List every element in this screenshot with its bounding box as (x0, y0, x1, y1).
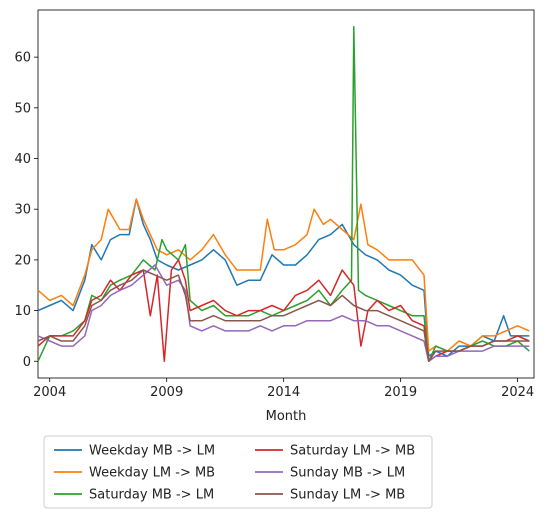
legend-label: Saturday MB -> LM (89, 488, 214, 503)
x-tick-label: 2009 (150, 385, 183, 400)
legend-entry: Sunday LM -> MB (255, 488, 405, 503)
y-tick-label: 0 (23, 355, 31, 370)
y-axis: 0 10 20 30 40 50 60 (14, 51, 38, 370)
legend-entry: Saturday MB -> LM (54, 488, 214, 503)
x-tick-label: 2024 (501, 385, 534, 400)
x-tick-label: 2004 (33, 385, 66, 400)
y-tick-label: 20 (14, 253, 31, 268)
legend-label: Saturday LM -> MB (290, 444, 415, 459)
series-layer (37, 25, 530, 363)
y-tick-label: 50 (14, 101, 31, 116)
legend-label: Weekday LM -> MB (89, 466, 215, 481)
plot-area (37, 9, 535, 379)
legend-entry: Sunday MB -> LM (255, 466, 405, 481)
x-tick-label: 2014 (267, 385, 300, 400)
series-line-2 (37, 198, 530, 352)
legend-entry: Weekday LM -> MB (54, 466, 215, 481)
legend-entry: Weekday MB -> LM (54, 444, 215, 459)
y-tick-label: 40 (14, 152, 31, 167)
x-tick-label: 2019 (384, 385, 417, 400)
x-axis: 2004 2009 2014 2019 2024 (33, 378, 534, 400)
x-axis-label: Month (266, 409, 307, 424)
series-line-4 (37, 259, 530, 363)
legend: Weekday MB -> LM Weekday LM -> MB Saturday… (43, 435, 433, 509)
plot-frame (37, 9, 535, 379)
legend-label: Weekday MB -> LM (89, 444, 215, 459)
y-tick-label: 30 (14, 203, 31, 218)
series-line-5 (37, 264, 530, 363)
y-tick-label: 10 (14, 304, 31, 319)
series-line-1 (37, 198, 530, 357)
legend-entry: Saturday LM -> MB (255, 444, 415, 459)
legend-label: Sunday LM -> MB (290, 488, 405, 503)
legend-frame (43, 435, 433, 509)
y-tick-label: 60 (14, 51, 31, 66)
legend-label: Sunday MB -> LM (290, 466, 405, 481)
series-line-6 (37, 269, 530, 363)
